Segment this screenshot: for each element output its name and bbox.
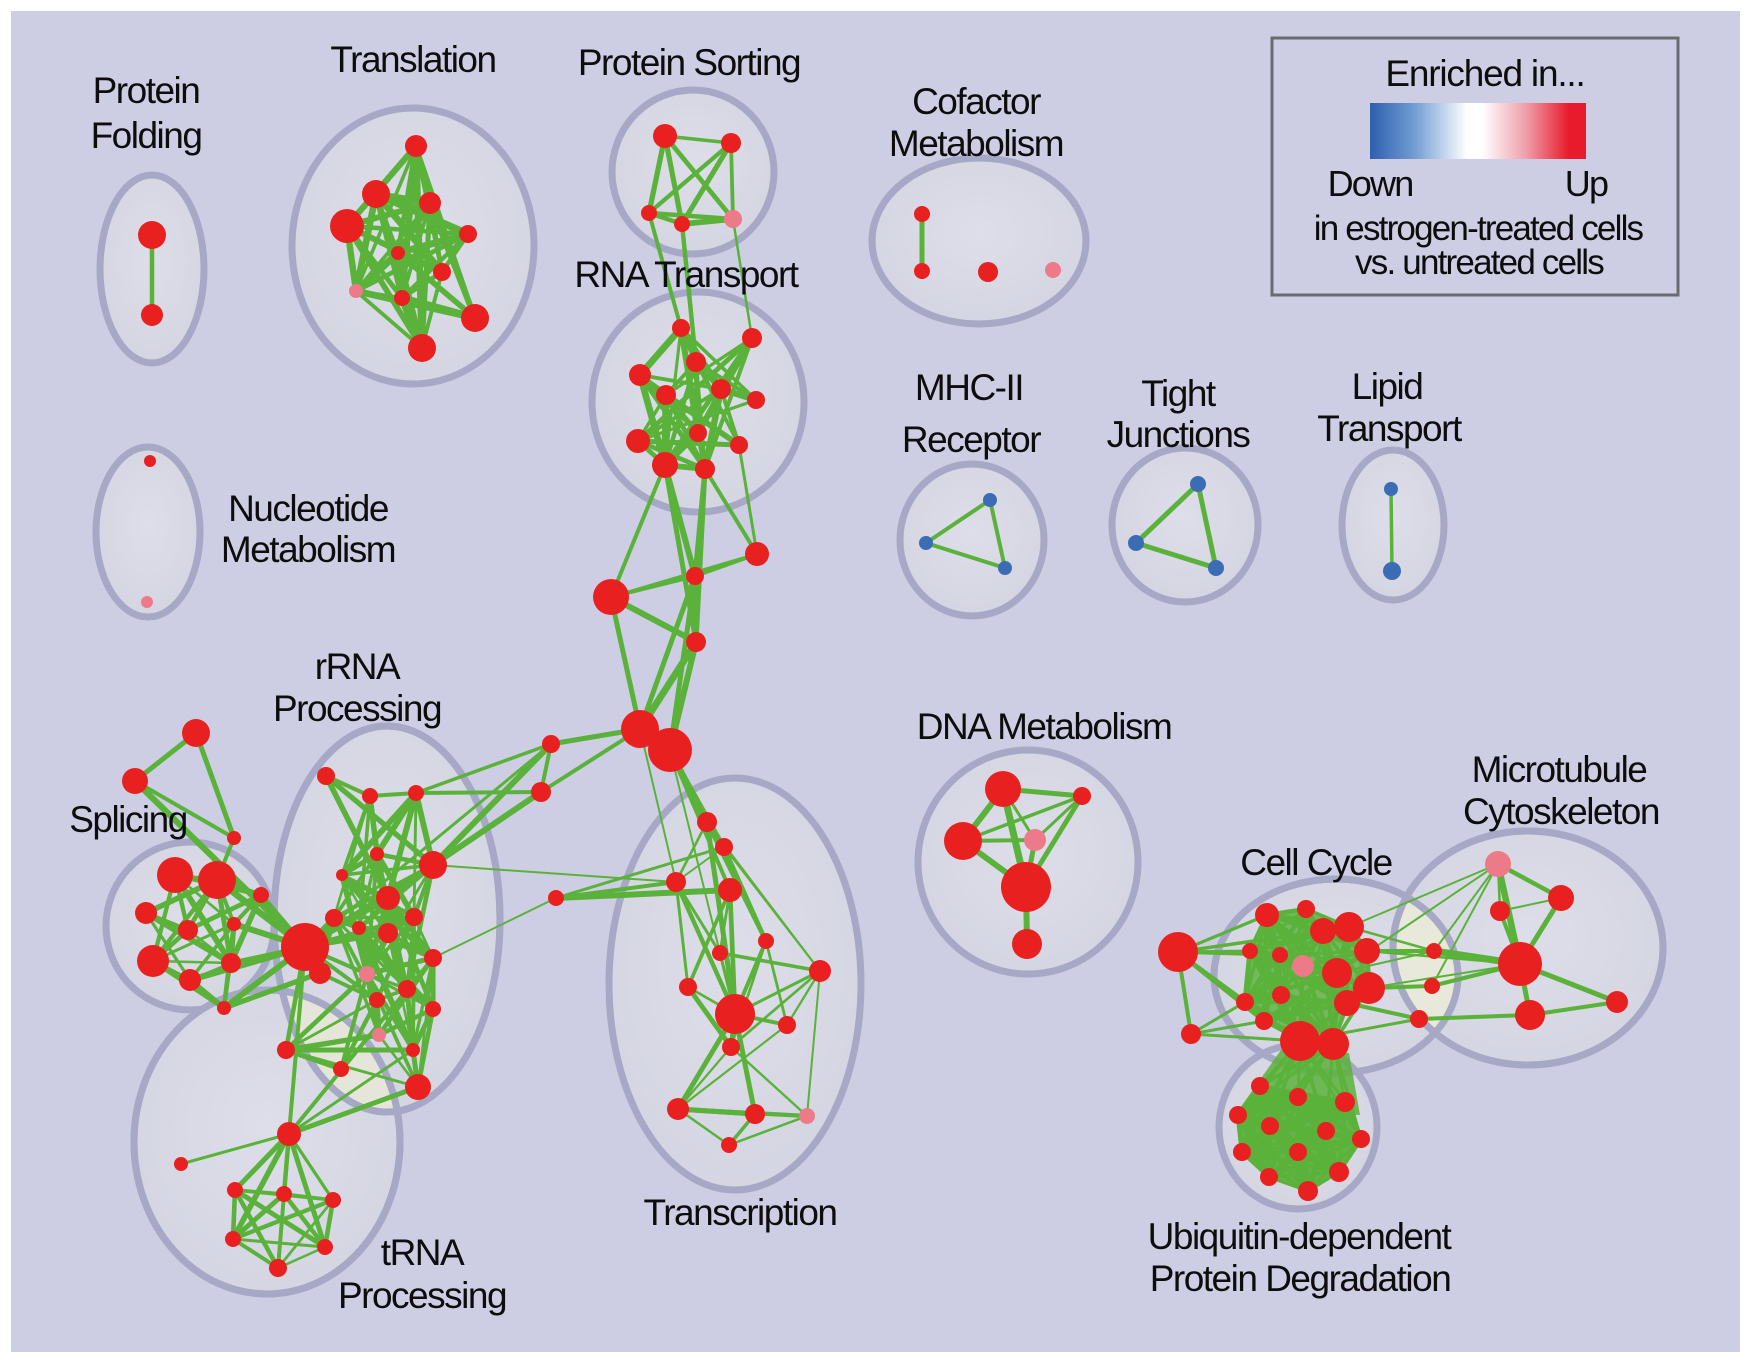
svg-text:Down: Down — [1328, 163, 1413, 204]
svg-text:Nucleotide: Nucleotide — [228, 488, 388, 529]
svg-text:in estrogen-treated cells: in estrogen-treated cells — [1314, 209, 1644, 248]
svg-text:Folding: Folding — [91, 115, 202, 156]
svg-text:Metabolism: Metabolism — [889, 123, 1063, 164]
svg-text:Protein: Protein — [93, 70, 200, 111]
svg-text:Protein Sorting: Protein Sorting — [578, 42, 800, 83]
svg-text:tRNA: tRNA — [381, 1232, 465, 1273]
svg-text:Cell Cycle: Cell Cycle — [1240, 842, 1392, 883]
svg-text:Junctions: Junctions — [1107, 414, 1251, 455]
svg-text:Protein Degradation: Protein Degradation — [1150, 1258, 1451, 1299]
svg-text:Lipid: Lipid — [1352, 366, 1423, 407]
svg-text:Metabolism: Metabolism — [221, 529, 395, 570]
svg-text:vs. untreated cells: vs. untreated cells — [1355, 243, 1604, 282]
svg-text:RNA Transport: RNA Transport — [574, 254, 799, 295]
svg-text:Microtubule: Microtubule — [1472, 749, 1647, 790]
svg-text:Translation: Translation — [330, 39, 495, 80]
svg-text:Cytoskeleton: Cytoskeleton — [1463, 791, 1659, 832]
svg-text:MHC-II: MHC-II — [915, 367, 1023, 408]
svg-text:Cofactor: Cofactor — [912, 81, 1041, 122]
svg-text:Splicing: Splicing — [69, 799, 187, 840]
svg-text:Tight: Tight — [1141, 373, 1217, 414]
svg-text:Up: Up — [1565, 163, 1608, 204]
svg-text:Processing: Processing — [273, 688, 441, 729]
svg-text:Receptor: Receptor — [902, 419, 1041, 460]
svg-text:DNA Metabolism: DNA Metabolism — [917, 706, 1172, 747]
svg-text:Transport: Transport — [1317, 408, 1463, 449]
svg-text:Ubiquitin-dependent: Ubiquitin-dependent — [1148, 1216, 1453, 1257]
svg-text:Processing: Processing — [338, 1275, 506, 1316]
svg-text:Transcription: Transcription — [644, 1192, 837, 1233]
svg-text:rRNA: rRNA — [315, 646, 401, 687]
svg-text:Enriched in...: Enriched in... — [1385, 53, 1584, 94]
